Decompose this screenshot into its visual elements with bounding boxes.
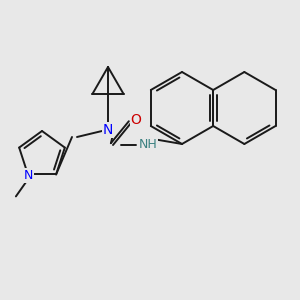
Text: NH: NH: [139, 139, 158, 152]
Text: O: O: [130, 113, 141, 127]
Text: N: N: [24, 169, 34, 182]
Text: N: N: [103, 123, 113, 137]
